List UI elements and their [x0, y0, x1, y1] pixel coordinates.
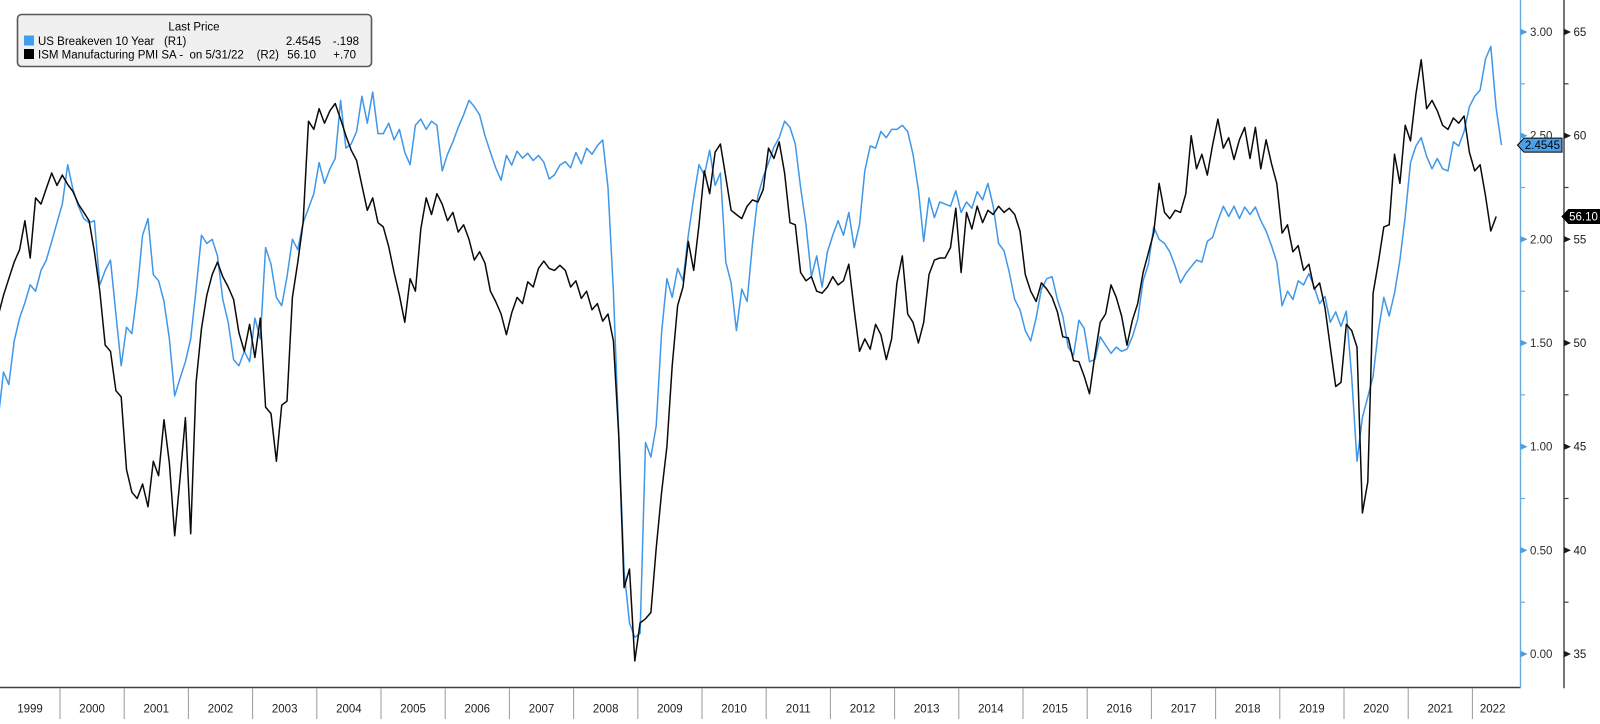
svg-text:2006: 2006 — [465, 704, 491, 716]
svg-text:56.10: 56.10 — [287, 50, 316, 62]
svg-text:2.00: 2.00 — [1530, 234, 1552, 246]
svg-text:2.4545: 2.4545 — [1525, 140, 1560, 152]
svg-text:Last Price: Last Price — [168, 22, 219, 34]
svg-text:2001: 2001 — [144, 704, 170, 716]
svg-text:56.10: 56.10 — [1569, 212, 1598, 224]
svg-text:US Breakeven 10 Year (R1): US Breakeven 10 Year (R1) — [38, 36, 186, 48]
svg-text:ISM Manufacturing PMI SA - on: ISM Manufacturing PMI SA - on 5/31/22 (R… — [38, 50, 279, 62]
svg-text:50: 50 — [1574, 338, 1587, 350]
svg-text:2005: 2005 — [400, 704, 426, 716]
svg-text:2011: 2011 — [786, 704, 811, 716]
svg-text:2013: 2013 — [914, 704, 940, 716]
svg-text:2014: 2014 — [978, 704, 1004, 716]
svg-text:55: 55 — [1574, 234, 1587, 246]
svg-text:2010: 2010 — [721, 704, 747, 716]
svg-text:1.50: 1.50 — [1530, 338, 1552, 350]
svg-text:2015: 2015 — [1042, 704, 1068, 716]
svg-text:2000: 2000 — [79, 704, 105, 716]
svg-text:2021: 2021 — [1428, 704, 1454, 716]
svg-text:2016: 2016 — [1107, 704, 1133, 716]
svg-text:2009: 2009 — [657, 704, 683, 716]
svg-text:2003: 2003 — [272, 704, 298, 716]
svg-text:45: 45 — [1574, 442, 1587, 454]
svg-text:+.70: +.70 — [333, 50, 356, 62]
svg-text:2.4545: 2.4545 — [286, 36, 321, 48]
svg-text:2008: 2008 — [593, 704, 619, 716]
svg-text:1999: 1999 — [17, 704, 43, 716]
svg-text:1.00: 1.00 — [1530, 442, 1552, 454]
svg-text:2018: 2018 — [1235, 704, 1261, 716]
svg-text:2012: 2012 — [850, 704, 876, 716]
svg-text:60: 60 — [1574, 131, 1587, 143]
svg-text:2020: 2020 — [1363, 704, 1389, 716]
svg-text:40: 40 — [1574, 545, 1587, 557]
svg-text:3.00: 3.00 — [1530, 27, 1552, 39]
svg-text:2004: 2004 — [336, 704, 362, 716]
svg-text:2019: 2019 — [1299, 704, 1325, 716]
svg-text:0.00: 0.00 — [1530, 649, 1552, 661]
svg-text:2022: 2022 — [1480, 704, 1506, 716]
svg-text:0.50: 0.50 — [1530, 545, 1552, 557]
svg-text:65: 65 — [1574, 27, 1587, 39]
svg-text:-.198: -.198 — [333, 36, 359, 48]
svg-text:35: 35 — [1574, 649, 1587, 661]
svg-text:2017: 2017 — [1171, 704, 1197, 716]
svg-text:2002: 2002 — [208, 704, 234, 716]
svg-text:2007: 2007 — [529, 704, 555, 716]
